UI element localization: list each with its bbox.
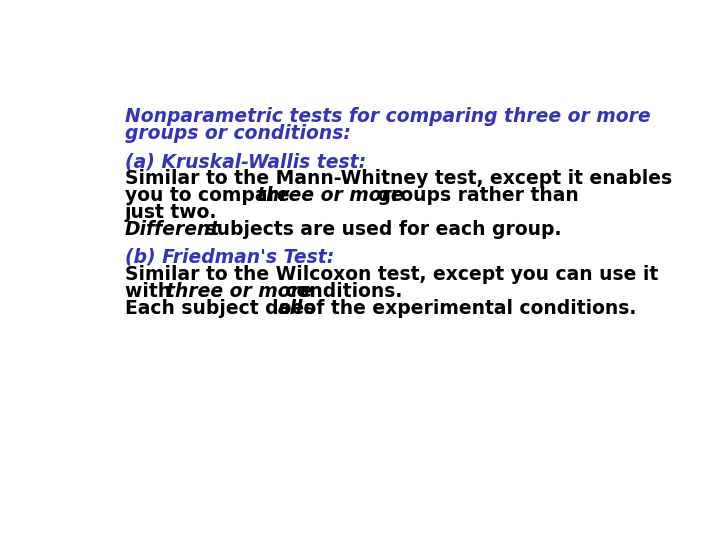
Text: Similar to the Mann-Whitney test, except it enables: Similar to the Mann-Whitney test, except… — [125, 169, 672, 188]
Text: subjects are used for each group.: subjects are used for each group. — [199, 220, 562, 239]
Text: Similar to the Wilcoxon test, except you can use it: Similar to the Wilcoxon test, except you… — [125, 265, 658, 284]
Text: Each subject does: Each subject does — [125, 299, 322, 318]
Text: three or more: three or more — [258, 186, 404, 205]
Text: (b) Friedman's Test:: (b) Friedman's Test: — [125, 248, 334, 267]
Text: (a) Kruskal-Wallis test:: (a) Kruskal-Wallis test: — [125, 152, 366, 171]
Text: groups rather than: groups rather than — [371, 186, 579, 205]
Text: you to compare: you to compare — [125, 186, 296, 205]
Text: conditions.: conditions. — [279, 282, 402, 301]
Text: groups or conditions:: groups or conditions: — [125, 124, 351, 143]
Text: Nonparametric tests for comparing three or more: Nonparametric tests for comparing three … — [125, 107, 650, 126]
Text: three or more: three or more — [166, 282, 312, 301]
Text: just two.: just two. — [125, 203, 217, 222]
Text: with: with — [125, 282, 178, 301]
Text: all: all — [277, 299, 302, 318]
Text: of the experimental conditions.: of the experimental conditions. — [297, 299, 636, 318]
Text: Different: Different — [125, 220, 220, 239]
